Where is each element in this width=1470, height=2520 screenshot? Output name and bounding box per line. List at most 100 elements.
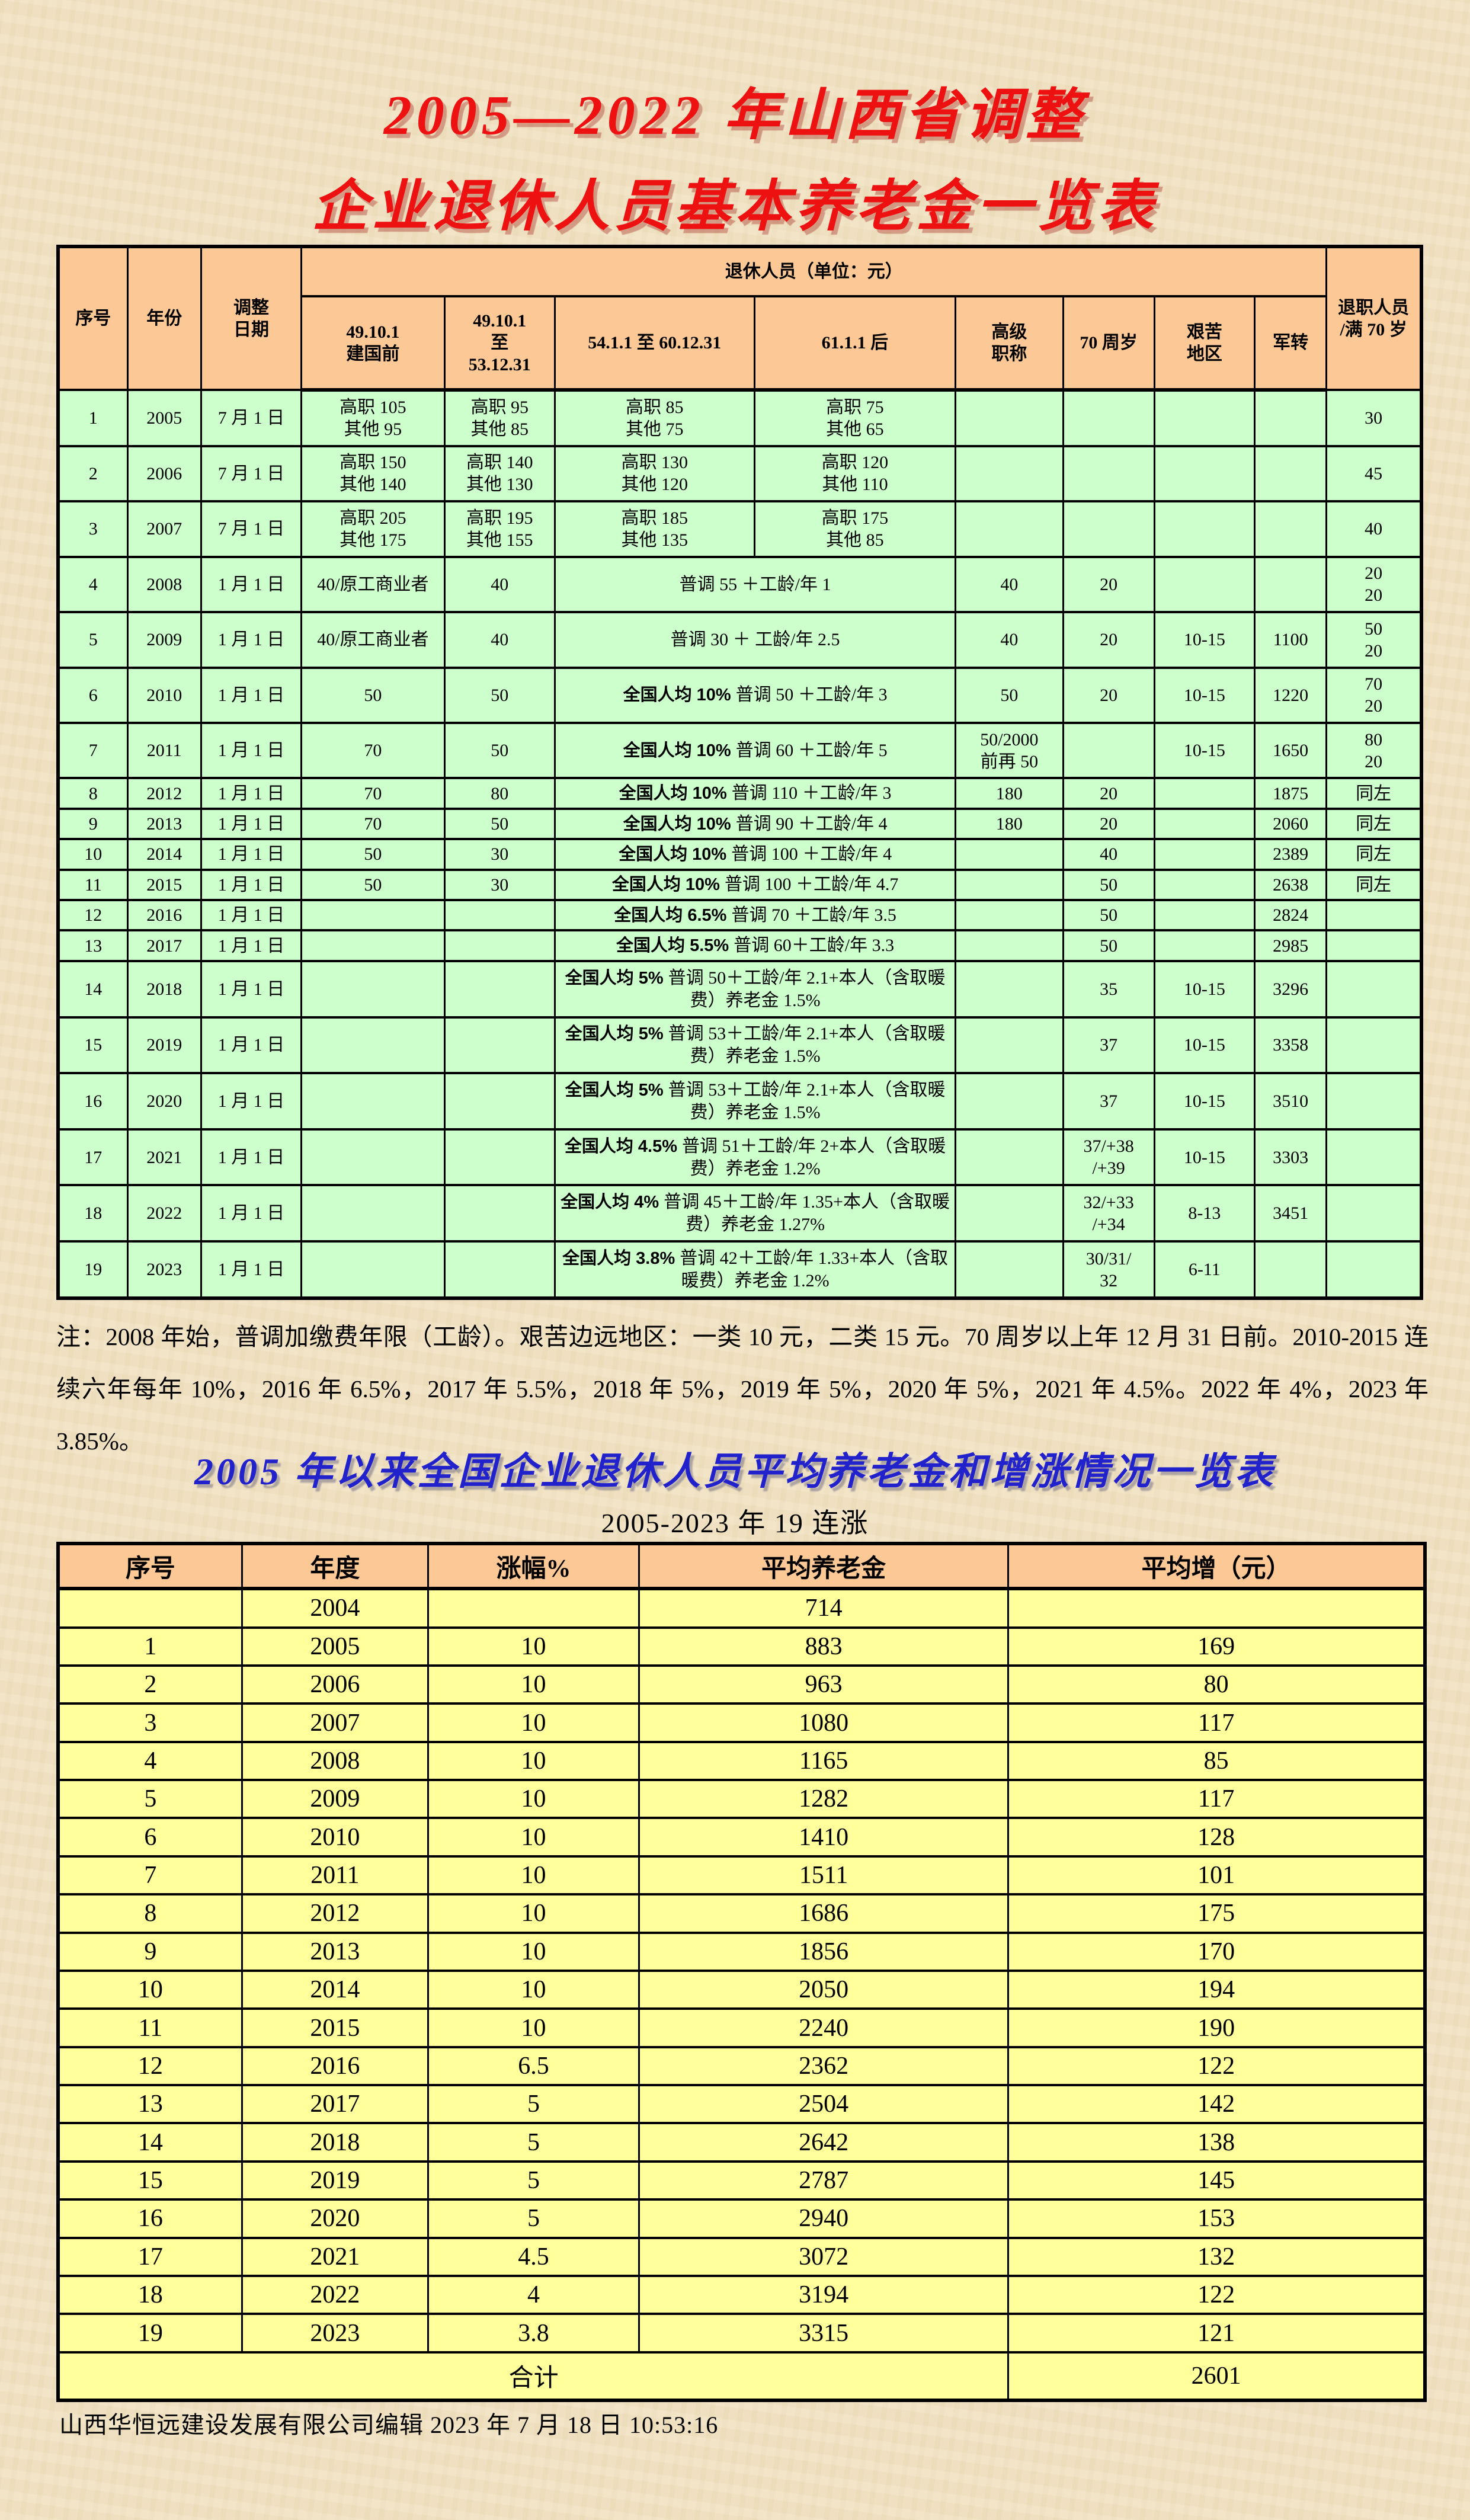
cell-resigned-over70: 45 xyxy=(1325,444,1423,503)
table2-row-2013: 9 2013 10 1856 170 xyxy=(57,1931,1426,1972)
cell-49-to-53 xyxy=(443,959,556,1019)
cell-adjust-date: 7 月 1 日 xyxy=(200,500,303,558)
main-title-line2: 企业退休人员基本养老金一览表 xyxy=(312,176,1158,238)
cell-year: 2019 xyxy=(241,2160,429,2201)
cell-avg-increase: 128 xyxy=(1007,1817,1426,1858)
cell-year: 2005 xyxy=(126,389,202,447)
cell-seq: 11 xyxy=(57,868,129,902)
cell-seq: 13 xyxy=(57,2084,243,2125)
th-hardship-area: 艰苦 地区 xyxy=(1153,295,1256,392)
cell-adjust-date: 1 月 1 日 xyxy=(200,1072,303,1131)
cell-increase-pct: 10 xyxy=(427,1817,640,1858)
adjustment-bold-prefix: 全国人均 4.5% xyxy=(564,1136,683,1156)
cell-increase-pct: 6.5 xyxy=(427,2045,640,2087)
cell-pre-1949: 50 xyxy=(300,868,446,902)
cell-military-transfer: 3296 xyxy=(1254,959,1328,1019)
cell-pre-1949: 40/原工商业者 xyxy=(300,555,446,614)
cell-military-transfer: 2985 xyxy=(1254,929,1328,962)
cell-year: 2011 xyxy=(241,1855,429,1896)
cell-year: 2014 xyxy=(126,838,202,871)
cell-seq: 9 xyxy=(57,807,129,841)
table2-row-2016: 12 2016 6.5 2362 122 xyxy=(57,2045,1426,2087)
cell-increase-pct: 10 xyxy=(427,1969,640,2010)
cell-avg-pension: 1856 xyxy=(638,1931,1010,1972)
th-resigned-over70: 退职人员 /满 70 岁 xyxy=(1325,245,1423,391)
cell-military-transfer xyxy=(1254,555,1328,614)
main-title-line1: 2005—2022 年山西省调整 xyxy=(383,85,1087,146)
cell-hardship-area xyxy=(1153,838,1256,871)
cell-avg-increase: 122 xyxy=(1007,2045,1426,2087)
cell-senior-title xyxy=(955,959,1064,1019)
cell-seq: 5 xyxy=(57,611,129,669)
cell-avg-increase: 145 xyxy=(1007,2160,1426,2201)
cell-avg-increase: 122 xyxy=(1007,2274,1426,2316)
cell-adjust-date: 1 月 1 日 xyxy=(200,1016,303,1075)
cell-seq: 10 xyxy=(57,1969,243,2010)
th-54-to-60: 54.1.1 至 60.12.31 xyxy=(553,295,755,392)
cell-49-to-53: 50 xyxy=(443,666,556,724)
cell-49-to-53: 30 xyxy=(443,868,556,902)
cell-49-to-53: 50 xyxy=(443,807,556,841)
cell-hardship-area: 10-15 xyxy=(1153,959,1256,1019)
th2-seq: 序号 xyxy=(57,1542,243,1590)
cell-hardship-area: 10-15 xyxy=(1153,1016,1256,1075)
cell-seq: 12 xyxy=(57,899,129,932)
cell-avg-increase: 121 xyxy=(1007,2313,1426,2354)
table1-header-row-1: 序号 年份 调整 日期 退休人员（单位：元） 退职人员 /满 70 岁 xyxy=(57,245,1423,391)
cell-post-61: 高职 120 其他 110 xyxy=(753,444,957,503)
cell-resigned-over70 xyxy=(1325,899,1423,932)
cell-pre-1949 xyxy=(300,1016,446,1075)
cell-adjust-date: 7 月 1 日 xyxy=(200,389,303,447)
cell-year: 2008 xyxy=(241,1740,429,1782)
cell-year: 2008 xyxy=(126,555,202,614)
cell-49-to-53 xyxy=(443,899,556,932)
cell-49-to-53 xyxy=(443,929,556,962)
cell-adjustment-formula: 普调 30 ＋ 工龄/年 2.5 xyxy=(553,611,957,669)
table1-row-2013: 9 2013 1 月 1 日 70 50 全国人均 10% 普调 90 ＋工龄/年 4 18… xyxy=(57,807,1423,841)
cell-resigned-over70: 20 20 xyxy=(1325,555,1423,614)
cell-adjust-date: 1 月 1 日 xyxy=(200,899,303,932)
th-military-transfer: 军转 xyxy=(1254,295,1328,392)
cell-pre-1949 xyxy=(300,899,446,932)
cell-avg-increase: 132 xyxy=(1007,2236,1426,2277)
th-senior-title: 高级 职称 xyxy=(955,295,1064,392)
table2-row-2017: 13 2017 5 2504 142 xyxy=(57,2084,1426,2125)
cell-seq: 4 xyxy=(57,1740,243,1782)
cell-adjustment-formula: 全国人均 5.5% 普调 60＋工龄/年 3.3 xyxy=(553,929,957,962)
cell-resigned-over70 xyxy=(1325,1184,1423,1243)
cell-49-to-53 xyxy=(443,1072,556,1131)
cell-resigned-over70: 40 xyxy=(1325,500,1423,558)
cell-military-transfer: 1650 xyxy=(1254,721,1328,780)
cell-senior-title xyxy=(955,929,1064,962)
cell-military-transfer: 1875 xyxy=(1254,777,1328,810)
cell-senior-title: 50/2000 前再 50 xyxy=(955,721,1064,780)
cell-resigned-over70: 30 xyxy=(1325,389,1423,447)
cell-adjustment-formula: 普调 55 ＋工龄/年 1 xyxy=(553,555,957,614)
cell-pre-1949 xyxy=(300,929,446,962)
table2-row-2015: 11 2015 10 2240 190 xyxy=(57,2007,1426,2048)
cell-seq: 12 xyxy=(57,2045,243,2087)
cell-seq: 5 xyxy=(57,1779,243,1820)
th2-avg-increase: 平均增（元） xyxy=(1007,1542,1426,1590)
table2-total-row: 合计 2601 xyxy=(57,2351,1426,2402)
table1-row-2020: 16 2020 1 月 1 日 全国人均 5% 普调 53＋工龄/年 2.1+本人（含… xyxy=(57,1072,1423,1131)
cell-year: 2018 xyxy=(126,959,202,1019)
cell-senior-title: 40 xyxy=(955,555,1064,614)
cell-senior-title xyxy=(955,444,1064,503)
cell-resigned-over70 xyxy=(1325,1128,1423,1187)
table2-row-2020: 16 2020 5 2940 153 xyxy=(57,2198,1426,2239)
cell-seq: 2 xyxy=(57,444,129,503)
cell-49-to-53: 80 xyxy=(443,777,556,810)
table1-body: 1 2005 7 月 1 日高职 105 其他 95 高职 95 其他 85 高职 85… xyxy=(57,389,1423,1299)
cell-adjustment-formula: 全国人均 6.5% 普调 70 ＋工龄/年 3.5 xyxy=(553,899,957,932)
cell-senior-title xyxy=(955,500,1064,558)
cell-seq: 18 xyxy=(57,1184,129,1243)
table1-row-2006: 2 2006 7 月 1 日高职 150 其他 140 高职 140 其他 130 高职… xyxy=(57,444,1423,503)
cell-year: 2023 xyxy=(126,1240,202,1299)
cell-avg-pension: 963 xyxy=(638,1664,1010,1705)
cell-year: 2016 xyxy=(241,2045,429,2087)
cell-avg-increase: 138 xyxy=(1007,2122,1426,2163)
cell-hardship-area: 10-15 xyxy=(1153,1128,1256,1187)
cell-seq: 19 xyxy=(57,2313,243,2354)
cell-senior-title xyxy=(955,868,1064,902)
